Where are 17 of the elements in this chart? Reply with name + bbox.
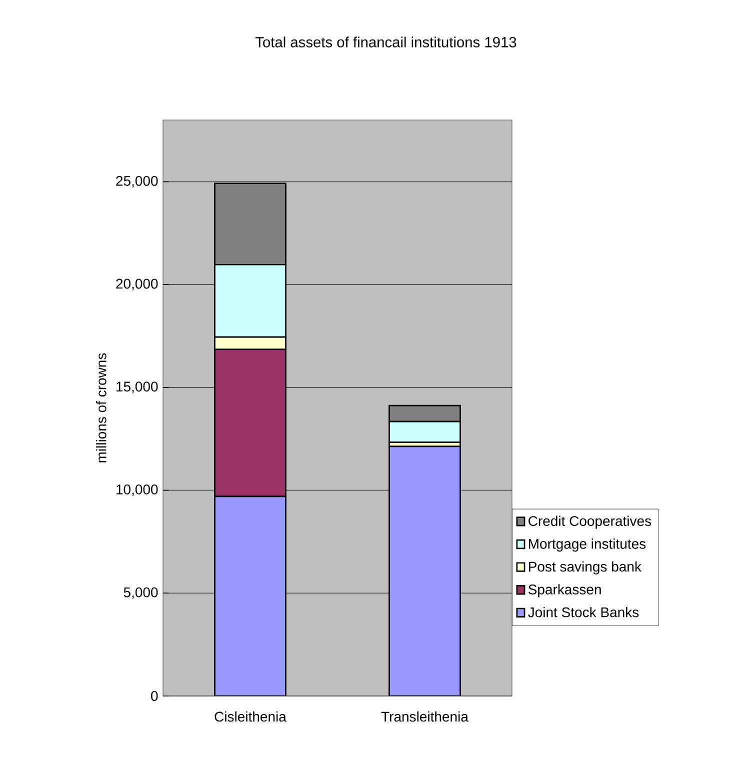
y-tick-label: 25,000: [116, 176, 158, 188]
x-tick-label: Cisleithenia: [214, 711, 286, 722]
chart-title: Total assets of financail institutions 1913: [255, 36, 516, 48]
y-tick-label: 10,000: [116, 484, 158, 496]
legend-label: Mortgage institutes: [529, 538, 646, 552]
legend-label: Sparkassen: [528, 584, 601, 598]
y-axis-title: millions of crowns: [96, 353, 106, 462]
x-tick-label: Transleithenia: [381, 711, 468, 722]
y-tick-label: 20,000: [116, 278, 158, 290]
legend-label: Joint Stock Banks: [528, 606, 639, 618]
legend-label: Post savings bank: [529, 561, 642, 574]
y-tick-label: 5,000: [124, 587, 158, 599]
bar: [388, 446, 461, 696]
bar: [214, 496, 286, 696]
legend-label: Credit Cooperatives: [528, 516, 652, 529]
y-tick-label: 0: [151, 691, 158, 701]
y-tick-label: 15,000: [116, 382, 158, 394]
